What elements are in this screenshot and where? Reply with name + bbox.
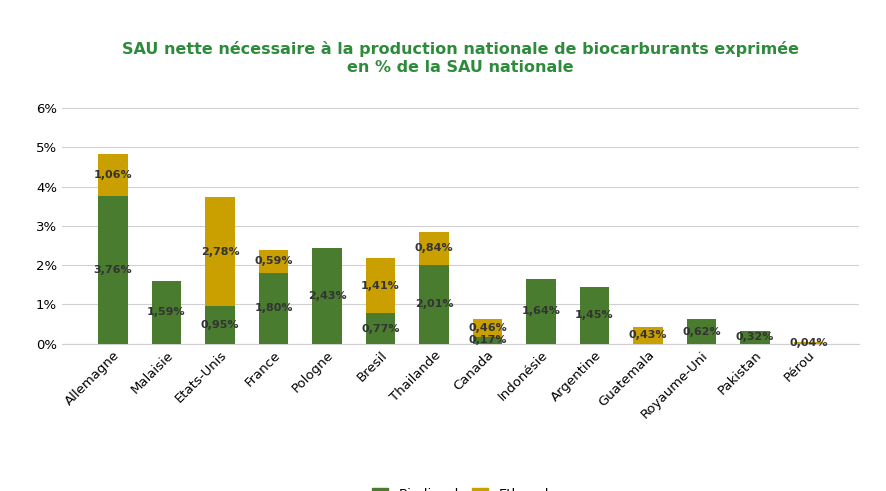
Bar <box>152 281 182 344</box>
Text: 0,04%: 0,04% <box>789 338 828 348</box>
Bar <box>473 319 502 337</box>
Bar <box>259 273 288 344</box>
Text: 0,59%: 0,59% <box>254 256 292 267</box>
Bar <box>206 306 235 344</box>
Text: 0,77%: 0,77% <box>361 324 400 333</box>
Text: 0,95%: 0,95% <box>201 320 239 330</box>
Text: 1,59%: 1,59% <box>147 307 186 318</box>
Text: 1,06%: 1,06% <box>94 170 132 180</box>
Text: 3,76%: 3,76% <box>94 265 132 275</box>
Text: 1,41%: 1,41% <box>361 281 400 291</box>
Bar <box>98 154 128 196</box>
Bar <box>473 337 502 344</box>
Legend: Biodiesel, Ethanol: Biodiesel, Ethanol <box>367 483 555 491</box>
Bar <box>579 287 610 344</box>
Text: 0,84%: 0,84% <box>415 243 454 253</box>
Text: 0,17%: 0,17% <box>468 335 507 345</box>
Text: 1,80%: 1,80% <box>254 303 292 313</box>
Bar <box>259 250 288 273</box>
Bar <box>740 331 770 344</box>
Bar <box>687 319 716 344</box>
Text: 0,62%: 0,62% <box>682 327 721 336</box>
Bar <box>794 342 823 344</box>
Bar <box>366 258 395 313</box>
Text: 1,45%: 1,45% <box>575 310 614 320</box>
Text: 2,43%: 2,43% <box>307 291 346 301</box>
Bar <box>419 232 448 265</box>
Bar <box>98 196 128 344</box>
Bar <box>312 248 342 344</box>
Bar <box>419 265 448 344</box>
Text: 2,01%: 2,01% <box>415 299 454 309</box>
Text: 1,64%: 1,64% <box>522 306 561 317</box>
Bar <box>633 327 663 344</box>
Bar <box>366 313 395 344</box>
Text: 0,43%: 0,43% <box>629 330 667 340</box>
Text: 0,32%: 0,32% <box>735 332 774 342</box>
Bar <box>206 197 235 306</box>
Text: 2,78%: 2,78% <box>200 247 239 257</box>
Title: SAU nette nécessaire à la production nationale de biocarburants exprimée
en % de: SAU nette nécessaire à la production nat… <box>122 41 799 75</box>
Bar <box>526 279 556 344</box>
Text: 0,46%: 0,46% <box>468 323 507 333</box>
